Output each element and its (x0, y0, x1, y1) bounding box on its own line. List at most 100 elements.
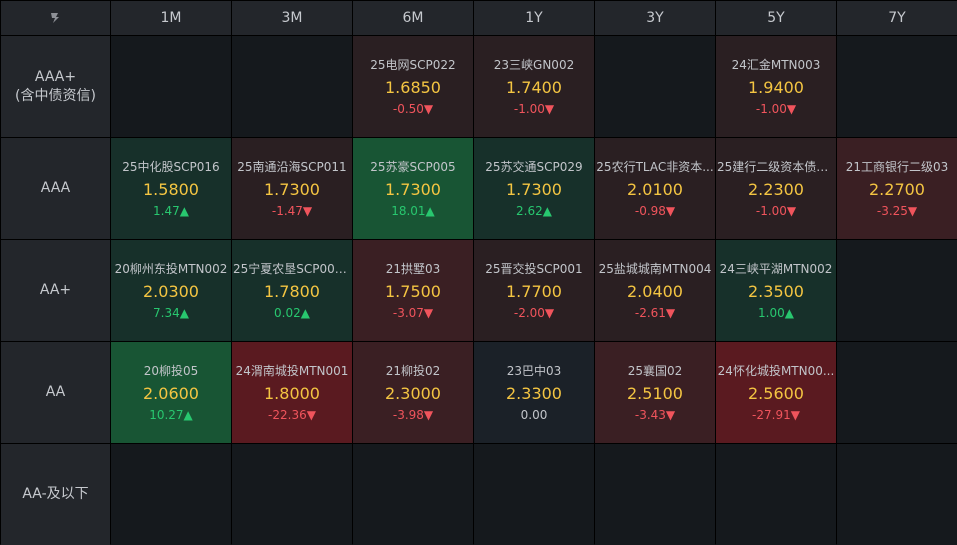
bond-cell[interactable]: 23三峡GN002 1.7400 -1.00▼ (474, 36, 594, 137)
bond-name: 25中化股SCP016 (122, 159, 220, 174)
yield-change: -1.00▼ (755, 101, 797, 116)
yield-change: -2.00▼ (513, 305, 555, 320)
empty-cell (232, 36, 352, 137)
bond-cell[interactable]: 25建行二级资本债0... 2.2300 -1.00▼ (716, 138, 836, 239)
bond-cell[interactable]: 20柳投05 2.0600 10.27▲ (111, 342, 231, 443)
bond-yield: 2.0100 (627, 179, 683, 199)
bond-yield: 2.5100 (627, 383, 683, 403)
bond-yield: 2.3500 (748, 281, 804, 301)
yield-change: -3.07▼ (392, 305, 434, 320)
bond-cell[interactable]: 24三峡平湖MTN002 2.3500 1.00▲ (716, 240, 836, 341)
rating-label: (含中债资信) (15, 87, 96, 104)
bond-cell[interactable]: 21工商银行二级03 2.2700 -3.25▼ (837, 138, 957, 239)
rating-label: AA+ (39, 282, 72, 298)
bond-name: 25南通沿海SCP011 (237, 159, 347, 174)
empty-cell (837, 444, 957, 545)
bond-name: 25宁夏农垦SCP003... (233, 261, 351, 276)
empty-cell (595, 444, 715, 545)
bond-cell[interactable]: 25襄国02 2.5100 -3.43▼ (595, 342, 715, 443)
empty-cell (837, 36, 957, 137)
yield-change: 10.27▲ (149, 407, 193, 422)
bond-cell[interactable]: 25晋交投SCP001 1.7700 -2.00▼ (474, 240, 594, 341)
bond-yield: 2.2300 (748, 179, 804, 199)
bond-name: 25农行TLAC非资本... (596, 159, 714, 174)
empty-cell (474, 444, 594, 545)
rating-row-header: AA+ (1, 240, 110, 341)
bond-yield: 1.6850 (385, 77, 441, 97)
bond-cell[interactable]: 23巴中03 2.3300 0.00 (474, 342, 594, 443)
yield-change: 2.62▲ (516, 203, 552, 218)
bond-yield: 1.7300 (264, 179, 320, 199)
empty-cell (837, 342, 957, 443)
yield-change: -1.00▼ (513, 101, 555, 116)
column-header: 6M (353, 1, 473, 35)
bond-cell[interactable]: 25苏豪SCP005 1.7300 18.01▲ (353, 138, 473, 239)
bond-cell[interactable]: 24怀化城投MTN00... 2.5600 -27.91▼ (716, 342, 836, 443)
bond-name: 25建行二级资本债0... (717, 159, 835, 174)
bond-cell[interactable]: 25农行TLAC非资本... 2.0100 -0.98▼ (595, 138, 715, 239)
rating-label: AA-及以下 (22, 486, 89, 502)
bond-yield: 1.7300 (385, 179, 441, 199)
bond-name: 24三峡平湖MTN002 (719, 261, 833, 276)
bond-yield: 2.3000 (385, 383, 441, 403)
bond-cell[interactable]: 25中化股SCP016 1.5800 1.47▲ (111, 138, 231, 239)
bond-yield: 1.7500 (385, 281, 441, 301)
bond-cell[interactable]: 24渭南城投MTN001 1.8000 -22.36▼ (232, 342, 352, 443)
bond-cell[interactable]: 20柳州东投MTN002 2.0300 7.34▲ (111, 240, 231, 341)
empty-cell (353, 444, 473, 545)
bond-cell[interactable]: 21拱墅03 1.7500 -3.07▼ (353, 240, 473, 341)
bond-name: 21拱墅03 (385, 261, 441, 276)
bond-yield: 1.8000 (264, 383, 320, 403)
yield-change: -1.00▼ (755, 203, 797, 218)
empty-cell (232, 444, 352, 545)
rating-row-header: AA (1, 342, 110, 443)
rating-label: AAA+ (34, 68, 77, 85)
empty-cell (111, 36, 231, 137)
bond-yield: 1.7300 (506, 179, 562, 199)
bond-name: 21工商银行二级03 (845, 159, 949, 174)
bond-yield: 1.7800 (264, 281, 320, 301)
bond-yield: 2.3300 (506, 383, 562, 403)
rating-row-header: AAA+ (含中债资信) (1, 36, 110, 137)
bond-name: 23巴中03 (506, 363, 562, 378)
bond-name: 24汇金MTN003 (731, 57, 821, 72)
column-header: 1M (111, 1, 231, 35)
bond-cell[interactable]: 24汇金MTN003 1.9400 -1.00▼ (716, 36, 836, 137)
bond-yield: 1.9400 (748, 77, 804, 97)
bond-name: 25襄国02 (627, 363, 683, 378)
yield-change: 18.01▲ (391, 203, 435, 218)
bond-yield: 1.5800 (143, 179, 199, 199)
bond-name: 25苏交通SCP029 (485, 159, 583, 174)
column-header: 7Y (837, 1, 957, 35)
bond-cell[interactable]: 25苏交通SCP029 1.7300 2.62▲ (474, 138, 594, 239)
bond-cell[interactable]: 25盐城城南MTN004 2.0400 -2.61▼ (595, 240, 715, 341)
bond-yield: 2.0400 (627, 281, 683, 301)
bond-name: 25盐城城南MTN004 (598, 261, 712, 276)
yield-change: 0.02▲ (274, 305, 310, 320)
empty-cell (716, 444, 836, 545)
yield-change: 0.00 (520, 407, 548, 422)
bond-cell[interactable]: 25宁夏农垦SCP003... 1.7800 0.02▲ (232, 240, 352, 341)
bond-name: 24怀化城投MTN00... (717, 363, 835, 378)
bond-name: 20柳州东投MTN002 (114, 261, 228, 276)
yield-change: -3.98▼ (392, 407, 434, 422)
bond-name: 24渭南城投MTN001 (235, 363, 349, 378)
rating-label: AAA (40, 180, 71, 196)
yield-change: -1.47▼ (271, 203, 313, 218)
bond-name: 23三峡GN002 (493, 57, 575, 72)
yield-change: -22.36▼ (268, 407, 316, 422)
rating-row-header: AA-及以下 (1, 444, 110, 545)
bond-yield: 2.5600 (748, 383, 804, 403)
logo-glyph (50, 13, 59, 23)
yield-change: -0.98▼ (634, 203, 676, 218)
bond-cell[interactable]: 25南通沿海SCP011 1.7300 -1.47▼ (232, 138, 352, 239)
column-header: 1Y (474, 1, 594, 35)
bond-cell[interactable]: 21柳投02 2.3000 -3.98▼ (353, 342, 473, 443)
bond-yield: 2.0300 (143, 281, 199, 301)
yield-change: -3.25▼ (876, 203, 918, 218)
logo-icon (1, 1, 110, 35)
bond-yield: 1.7400 (506, 77, 562, 97)
bond-cell[interactable]: 25电网SCP022 1.6850 -0.50▼ (353, 36, 473, 137)
bond-name: 21柳投02 (385, 363, 441, 378)
